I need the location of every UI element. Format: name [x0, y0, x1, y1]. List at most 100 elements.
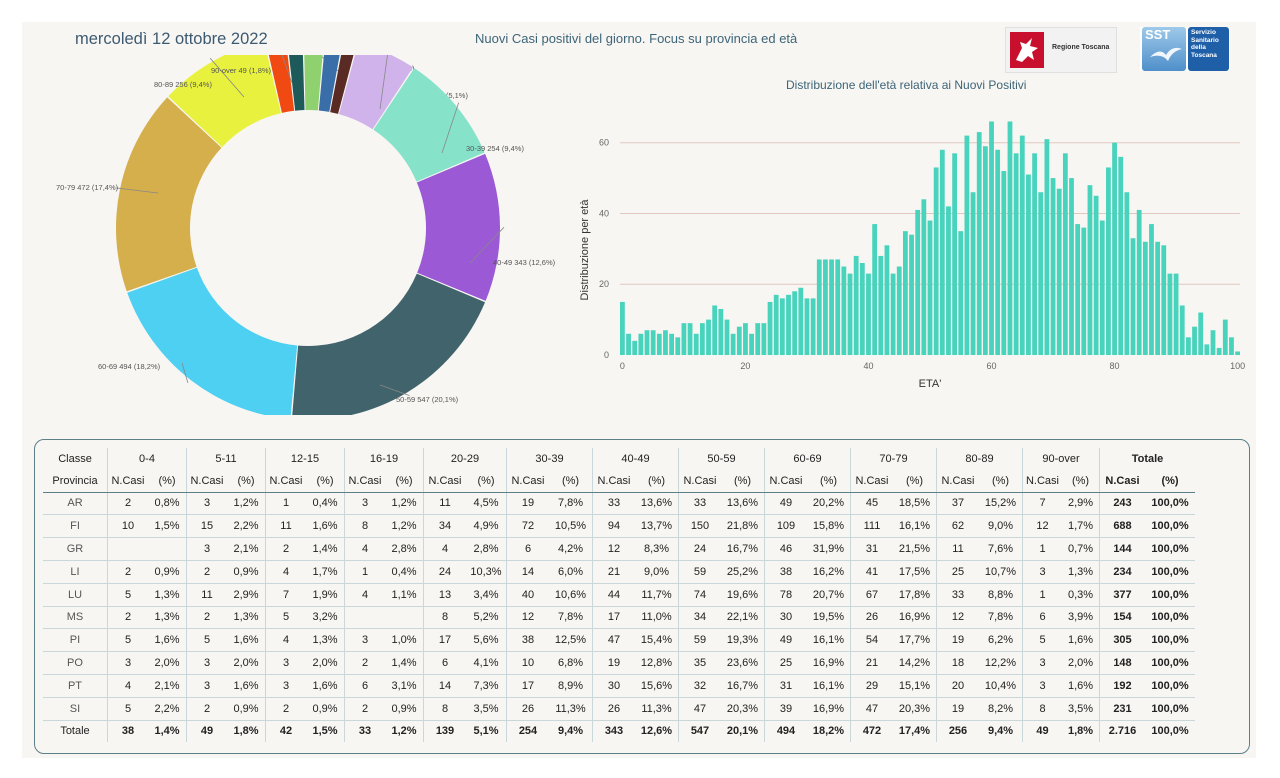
histogram-bar[interactable]	[804, 298, 810, 355]
histogram-bar[interactable]	[712, 305, 718, 355]
histogram-bar[interactable]	[767, 301, 773, 355]
histogram-bar[interactable]	[829, 259, 834, 355]
histogram-bar[interactable]	[1075, 224, 1081, 355]
histogram-bar[interactable]	[1062, 153, 1068, 355]
donut-slice[interactable]	[127, 267, 298, 415]
histogram-bar[interactable]	[1130, 238, 1136, 355]
histogram-bar[interactable]	[718, 309, 724, 355]
histogram-bar[interactable]	[1112, 142, 1117, 355]
histogram-bar[interactable]	[989, 121, 994, 355]
histogram-bar[interactable]	[1087, 185, 1093, 355]
histogram-bar[interactable]	[958, 231, 964, 355]
histogram-bar[interactable]	[921, 199, 927, 355]
histogram-bar[interactable]	[1173, 273, 1179, 355]
histogram-bar[interactable]	[1069, 178, 1074, 355]
donut-slice[interactable]	[287, 55, 305, 111]
histogram-bar[interactable]	[1106, 167, 1111, 355]
histogram-bar[interactable]	[779, 298, 785, 355]
histogram-bar[interactable]	[1155, 241, 1161, 355]
histogram-bar[interactable]	[663, 330, 668, 355]
histogram-bar[interactable]	[681, 323, 687, 355]
histogram-bar[interactable]	[1204, 344, 1210, 355]
histogram-bar[interactable]	[946, 206, 951, 355]
histogram-bar[interactable]	[632, 340, 638, 355]
donut-slice[interactable]	[168, 55, 282, 148]
histogram-bar[interactable]	[1056, 188, 1062, 355]
histogram-bar[interactable]	[1185, 337, 1191, 355]
histogram-bar[interactable]	[620, 301, 625, 355]
donut-slice[interactable]	[266, 55, 295, 113]
histogram-bar[interactable]	[755, 323, 761, 355]
donut-slice[interactable]	[304, 55, 324, 111]
histogram-bar[interactable]	[1124, 192, 1130, 355]
donut-slice[interactable]	[330, 55, 357, 114]
histogram-bar[interactable]	[952, 153, 958, 355]
histogram-bar[interactable]	[915, 209, 921, 355]
histogram-bar[interactable]	[853, 255, 859, 355]
histogram-bar[interactable]	[816, 259, 822, 355]
histogram-bar[interactable]	[995, 149, 1001, 355]
histogram-bar[interactable]	[1050, 178, 1056, 355]
histogram-bar[interactable]	[699, 323, 705, 355]
histogram-bar[interactable]	[1179, 305, 1185, 355]
histogram-bar[interactable]	[939, 149, 945, 355]
histogram-bar[interactable]	[1229, 337, 1234, 355]
histogram-bar[interactable]	[1167, 273, 1173, 355]
histogram-bar[interactable]	[859, 263, 865, 355]
histogram-bar[interactable]	[1161, 245, 1167, 355]
histogram-bar[interactable]	[909, 234, 914, 355]
histogram-bar[interactable]	[1026, 174, 1031, 355]
donut-slice[interactable]	[318, 55, 343, 112]
histogram-bar[interactable]	[847, 273, 853, 355]
histogram-bar[interactable]	[1222, 319, 1228, 355]
histogram-bar[interactable]	[706, 319, 711, 355]
histogram-bar[interactable]	[773, 294, 779, 355]
histogram-bar[interactable]	[878, 255, 884, 355]
donut-slice[interactable]	[338, 55, 414, 130]
histogram-bar[interactable]	[761, 323, 767, 355]
histogram-bar[interactable]	[687, 323, 693, 355]
histogram-bar[interactable]	[1149, 224, 1154, 355]
histogram-bar[interactable]	[1001, 171, 1007, 355]
histogram-bar[interactable]	[730, 333, 736, 355]
donut-slice[interactable]	[373, 68, 485, 182]
histogram-bar[interactable]	[1216, 347, 1222, 355]
histogram-bar[interactable]	[835, 259, 841, 355]
histogram-bar[interactable]	[1032, 153, 1037, 355]
histogram-bar[interactable]	[1013, 153, 1019, 355]
histogram-bar[interactable]	[792, 291, 798, 355]
histogram-bar[interactable]	[1142, 241, 1148, 355]
histogram-bar[interactable]	[964, 135, 970, 355]
histogram-bar[interactable]	[675, 337, 681, 355]
histogram-bar[interactable]	[724, 319, 730, 355]
histogram-bar[interactable]	[644, 330, 650, 355]
histogram-bar[interactable]	[786, 294, 791, 355]
histogram-bar[interactable]	[927, 220, 933, 355]
histogram-bar[interactable]	[1136, 209, 1142, 355]
histogram-bar[interactable]	[1192, 326, 1197, 355]
histogram-bar[interactable]	[1235, 351, 1240, 355]
histogram-bar[interactable]	[1044, 139, 1050, 355]
histogram-bar[interactable]	[656, 333, 662, 355]
histogram-bar[interactable]	[693, 333, 699, 355]
histogram-bar[interactable]	[669, 333, 675, 355]
histogram-bar[interactable]	[841, 266, 847, 355]
histogram-bar[interactable]	[1099, 220, 1105, 355]
histogram-bar[interactable]	[933, 167, 939, 355]
histogram-bar[interactable]	[902, 231, 908, 355]
histogram-bar[interactable]	[749, 333, 754, 355]
histogram-bar[interactable]	[823, 259, 828, 355]
histogram-bar[interactable]	[976, 132, 982, 355]
histogram-bar[interactable]	[970, 192, 976, 355]
histogram-bar[interactable]	[1198, 312, 1204, 355]
histogram-bar[interactable]	[1081, 227, 1087, 355]
histogram-bar[interactable]	[1210, 330, 1216, 355]
histogram-bar[interactable]	[890, 273, 896, 355]
histogram-bar[interactable]	[872, 224, 878, 355]
histogram-bar[interactable]	[1038, 192, 1044, 355]
histogram-bar[interactable]	[1007, 121, 1013, 355]
histogram-bar[interactable]	[743, 323, 748, 355]
donut-slice[interactable]	[116, 97, 222, 292]
histogram-bar[interactable]	[1093, 195, 1099, 355]
donut-slice[interactable]	[416, 153, 500, 301]
